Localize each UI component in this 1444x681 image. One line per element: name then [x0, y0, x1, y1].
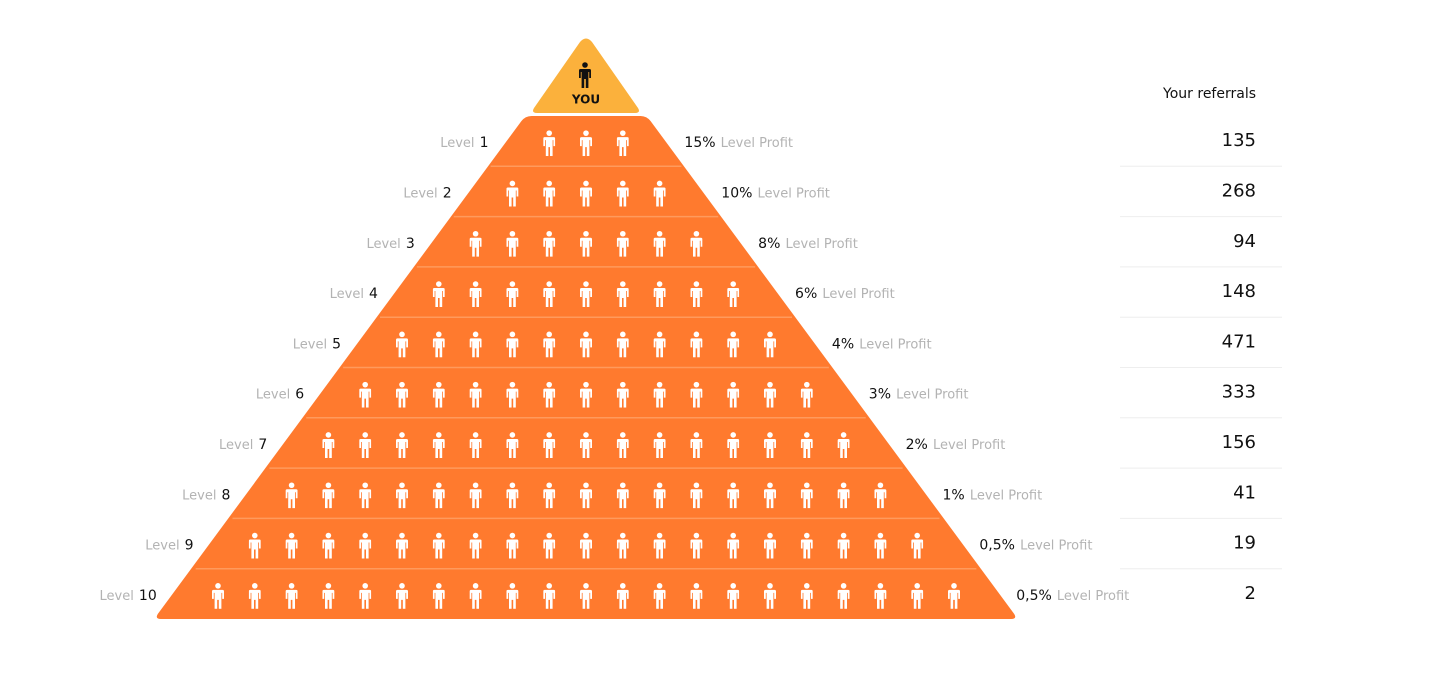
level-number: 4 [369, 286, 378, 302]
profit-percent: 4% [832, 336, 854, 352]
referral-count: 156 [1222, 432, 1256, 453]
level-label: Level 8 [182, 485, 230, 504]
profit-percent: 3% [869, 387, 891, 403]
referral-count: 148 [1222, 281, 1256, 302]
level-word: Level [99, 588, 133, 603]
level-profit: 0,5% Level Profit [1016, 585, 1129, 604]
profit-label: Level Profit [1020, 538, 1092, 553]
level-label: Level 7 [219, 434, 267, 453]
level-label: Level 6 [256, 384, 304, 403]
level-label: Level 3 [366, 233, 414, 252]
level-number: 7 [258, 437, 267, 453]
level-word: Level [403, 186, 437, 201]
level-number: 8 [222, 487, 231, 503]
profit-label: Level Profit [1057, 588, 1129, 603]
level-number: 2 [443, 185, 452, 201]
level-word: Level [256, 387, 290, 402]
profit-label: Level Profit [721, 136, 793, 151]
level-label: Level 2 [403, 183, 451, 202]
level-number: 3 [406, 236, 415, 252]
referral-count: 268 [1222, 180, 1256, 201]
level-label: Level 5 [293, 334, 341, 353]
level-label: Level 4 [330, 284, 378, 303]
referral-count: 135 [1222, 130, 1256, 151]
profit-label: Level Profit [933, 437, 1005, 452]
level-word: Level [293, 337, 327, 352]
profit-percent: 0,5% [1016, 588, 1052, 604]
profit-percent: 8% [758, 236, 780, 252]
level-number: 5 [332, 336, 341, 352]
profit-percent: 0,5% [979, 538, 1015, 554]
level-number: 6 [295, 387, 304, 403]
profit-label: Level Profit [896, 387, 968, 402]
profit-percent: 6% [795, 286, 817, 302]
level-profit: 0,5% Level Profit [979, 535, 1092, 554]
level-profit: 8% Level Profit [758, 233, 858, 252]
level-label: Level 1 [440, 133, 488, 152]
level-profit: 3% Level Profit [869, 384, 969, 403]
level-profit: 15% Level Profit [684, 133, 793, 152]
level-label: Level 10 [99, 585, 156, 604]
level-label: Level 9 [145, 535, 193, 554]
level-profit: 4% Level Profit [832, 334, 932, 353]
level-profit: 2% Level Profit [906, 434, 1006, 453]
referral-count: 19 [1233, 533, 1256, 554]
level-number: 9 [185, 538, 194, 554]
profit-percent: 10% [721, 185, 752, 201]
level-word: Level [366, 236, 400, 251]
referral-count: 333 [1222, 382, 1256, 403]
level-number: 10 [139, 588, 157, 604]
referral-count: 94 [1233, 231, 1256, 252]
referral-count: 471 [1222, 331, 1256, 352]
profit-label: Level Profit [970, 488, 1042, 503]
profit-percent: 1% [943, 487, 965, 503]
referral-count: 2 [1245, 583, 1256, 604]
level-profit: 6% Level Profit [795, 284, 895, 303]
level-profit: 1% Level Profit [943, 485, 1043, 504]
level-word: Level [145, 538, 179, 553]
profit-label: Level Profit [758, 186, 830, 201]
level-word: Level [330, 287, 364, 302]
level-number: 1 [480, 135, 489, 151]
level-word: Level [440, 136, 474, 151]
apex-label: YOU [571, 93, 600, 107]
referrals-header: Your referrals [1162, 86, 1256, 102]
level-word: Level [182, 488, 216, 503]
profit-percent: 2% [906, 437, 928, 453]
level-profit: 10% Level Profit [721, 183, 830, 202]
profit-label: Level Profit [785, 236, 857, 251]
profit-percent: 15% [684, 135, 715, 151]
referral-count: 41 [1233, 482, 1256, 503]
profit-label: Level Profit [859, 337, 931, 352]
profit-label: Level Profit [822, 287, 894, 302]
level-word: Level [219, 437, 253, 452]
